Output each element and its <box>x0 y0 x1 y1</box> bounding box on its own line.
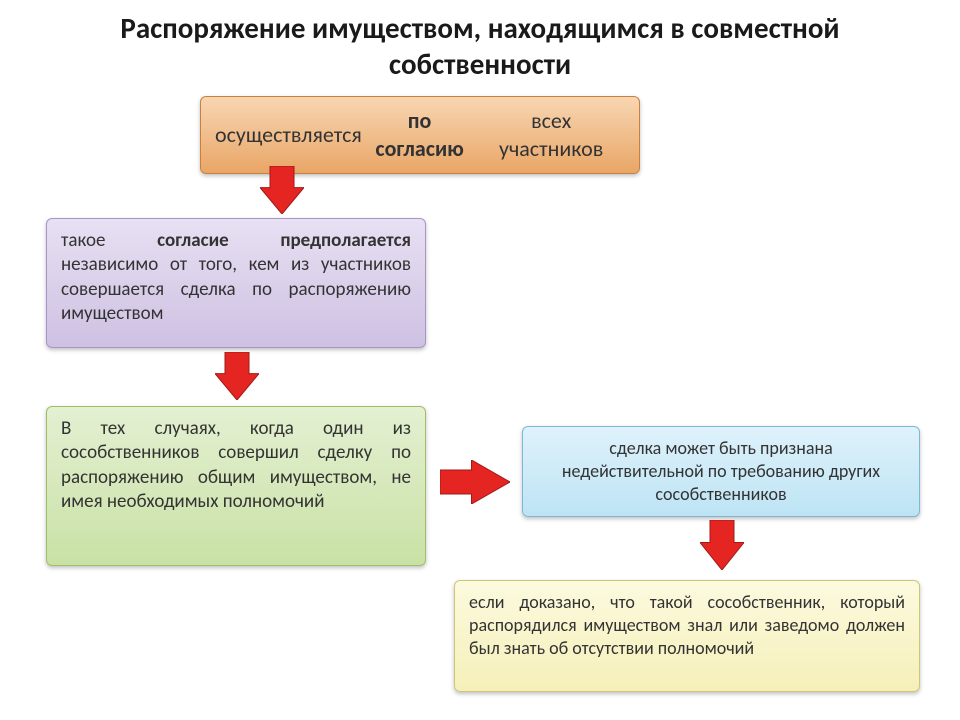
box-deal-void: сделка может быть признана недействитель… <box>522 426 920 517</box>
arrow-4 <box>700 520 744 570</box>
b1-prefix: осуществляется <box>215 121 362 149</box>
b2-bold: согласие предполагается <box>157 229 411 252</box>
b2-suffix: независимо от того, кем из участников со… <box>61 253 411 325</box>
b3-prefix: В тех случаях, когда один из сособственн… <box>61 417 411 513</box>
arrow-1 <box>260 166 304 214</box>
box-unauthorized-deal: В тех случаях, когда один из сособственн… <box>46 406 426 566</box>
box-condition: если доказано, что такой сособственник, … <box>454 580 920 692</box>
box-consent-presumed: такое согласие предполагается независимо… <box>46 218 426 348</box>
b1-bold: по согласию <box>362 107 478 163</box>
page-title: Распоряжение имуществом, находящимся в с… <box>70 10 890 83</box>
b2-prefix: такое <box>61 229 157 252</box>
b5-prefix: если доказано, что такой сособственник, … <box>469 591 905 659</box>
b4-prefix: сделка может быть признана недействитель… <box>537 437 905 506</box>
b1-suffix: всех участников <box>477 107 625 163</box>
box-consent: осуществляется по согласию всех участник… <box>200 96 640 174</box>
arrow-2 <box>215 352 259 400</box>
arrow-3 <box>440 460 510 504</box>
